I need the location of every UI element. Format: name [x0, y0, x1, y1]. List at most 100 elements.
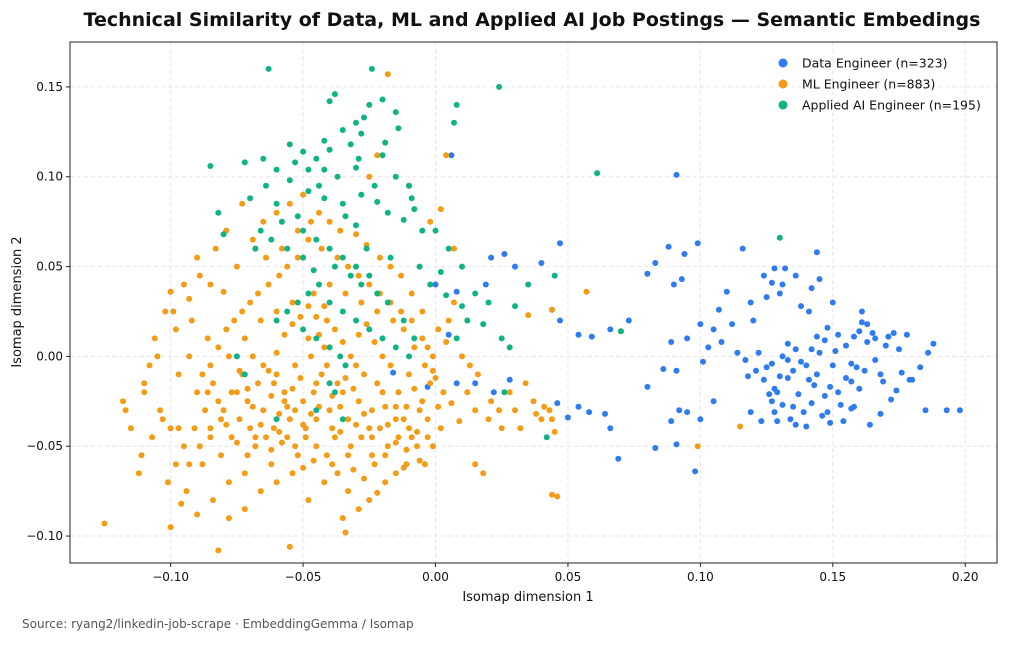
data-point: [353, 263, 359, 270]
data-point: [281, 398, 288, 405]
data-point: [241, 371, 248, 378]
data-point: [583, 288, 590, 295]
data-point: [670, 281, 677, 288]
data-point: [400, 326, 407, 333]
data-point: [673, 441, 680, 448]
data-point: [898, 369, 905, 376]
data-point: [782, 265, 789, 272]
data-point: [755, 349, 762, 356]
data-point: [392, 470, 399, 477]
data-point: [220, 231, 227, 238]
data-point: [308, 410, 314, 417]
data-point: [443, 152, 450, 159]
data-point: [779, 353, 786, 360]
data-point: [692, 468, 699, 475]
data-point: [424, 344, 431, 351]
data-point: [546, 407, 553, 414]
data-point: [861, 367, 868, 374]
data-point: [178, 500, 185, 507]
y-tick-label: −0.10: [26, 529, 63, 543]
data-point: [843, 342, 849, 349]
data-point: [228, 389, 235, 396]
data-point: [368, 434, 375, 441]
data-point: [808, 285, 815, 292]
data-point: [300, 421, 307, 428]
data-point: [885, 333, 892, 340]
data-point: [694, 240, 701, 247]
data-point: [575, 403, 582, 410]
data-point: [538, 260, 545, 266]
data-point: [835, 389, 842, 396]
points: [101, 65, 963, 554]
data-point: [151, 335, 158, 342]
data-point: [429, 443, 436, 450]
data-point: [816, 276, 823, 283]
data-point: [710, 398, 717, 405]
data-point: [350, 466, 357, 473]
data-point: [331, 326, 338, 333]
data-point: [366, 497, 373, 504]
data-point: [345, 263, 352, 270]
data-point: [400, 317, 407, 324]
data-point: [172, 326, 179, 333]
data-point: [194, 389, 201, 396]
data-point: [451, 299, 457, 306]
data-point: [398, 272, 405, 279]
x-tick-label: −0.10: [152, 570, 189, 584]
data-point: [355, 155, 362, 162]
data-point: [223, 326, 230, 333]
data-point: [207, 425, 214, 432]
data-point: [180, 281, 187, 288]
data-point: [853, 364, 860, 371]
data-point: [366, 281, 373, 288]
data-point: [247, 425, 254, 432]
data-point: [204, 335, 211, 342]
data-point: [392, 344, 399, 351]
data-point: [268, 392, 275, 399]
data-point: [141, 380, 148, 387]
data-point: [813, 333, 820, 340]
data-point: [824, 409, 831, 416]
data-point: [321, 344, 328, 351]
data-point: [300, 191, 307, 198]
data-point: [906, 376, 913, 383]
data-point: [392, 109, 399, 116]
data-point: [339, 339, 346, 345]
data-point: [848, 360, 855, 367]
data-point: [443, 292, 450, 299]
y-tick-label: −0.05: [26, 439, 63, 453]
data-point: [355, 506, 362, 513]
data-point: [384, 299, 391, 306]
legend-label: Applied AI Engineer (n=195): [802, 98, 981, 113]
data-point: [278, 218, 285, 225]
data-point: [194, 254, 201, 261]
data-point: [329, 425, 336, 432]
data-point: [864, 339, 871, 345]
data-point: [384, 443, 391, 450]
data-point: [361, 475, 367, 482]
data-point: [851, 333, 857, 340]
data-point: [856, 385, 863, 392]
data-point: [821, 392, 828, 399]
data-point: [331, 434, 338, 441]
data-point: [414, 443, 420, 450]
data-point: [263, 434, 269, 441]
data-point: [790, 403, 797, 410]
data-point: [594, 170, 601, 177]
data-point: [406, 371, 412, 378]
data-point: [607, 326, 614, 333]
data-point: [474, 371, 481, 378]
data-point: [363, 321, 370, 328]
data-point: [207, 281, 214, 288]
data-point: [408, 195, 415, 202]
data-point: [776, 373, 783, 380]
data-point: [186, 353, 193, 360]
data-point: [419, 335, 426, 342]
data-point: [313, 443, 320, 450]
data-point: [856, 328, 863, 335]
data-point: [408, 317, 415, 324]
data-point: [265, 281, 272, 288]
data-point: [427, 281, 434, 288]
y-tick-label: 0.10: [36, 170, 63, 184]
data-point: [366, 272, 373, 279]
